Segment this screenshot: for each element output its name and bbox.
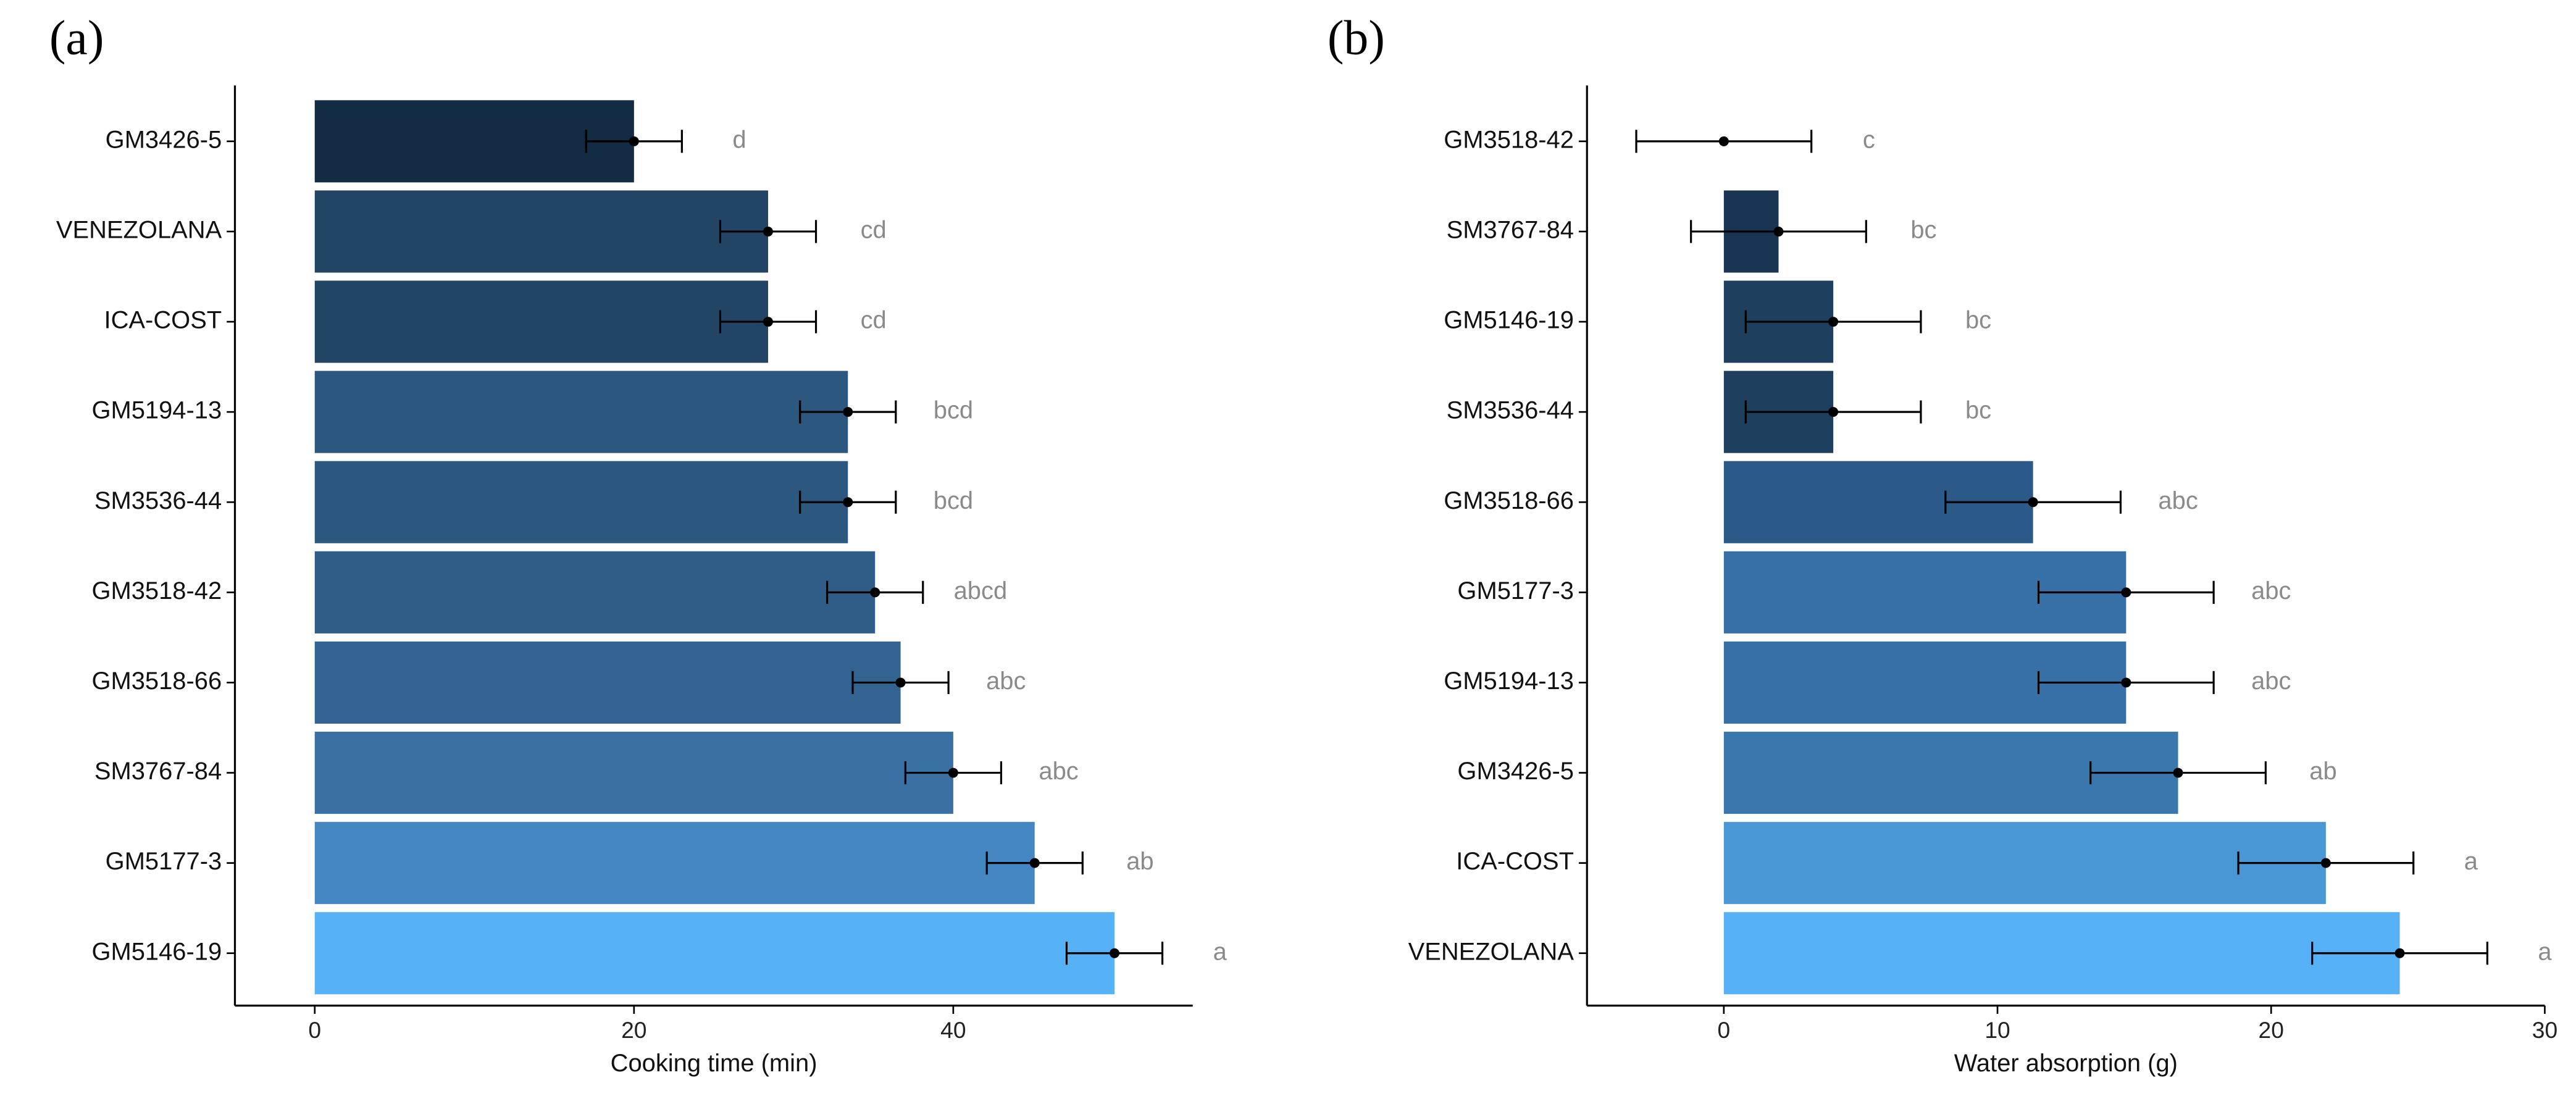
- bar: [1723, 822, 2326, 905]
- significance-letter: a: [2464, 848, 2478, 875]
- category-label: GM5177-3: [106, 848, 222, 875]
- x-tick-label: 0: [308, 1017, 321, 1043]
- significance-letter: c: [1863, 126, 1875, 153]
- mean-point: [843, 407, 853, 417]
- mean-point: [763, 226, 773, 236]
- mean-point: [763, 317, 773, 327]
- mean-point: [629, 136, 639, 146]
- category-label: GM3518-66: [1444, 487, 1574, 514]
- bar: [314, 732, 953, 814]
- x-axis-title: Water absorption (g): [1954, 1050, 2178, 1077]
- category-label: ICA-COST: [1456, 848, 1574, 875]
- mean-point: [895, 677, 906, 688]
- panel-label: (b): [1328, 10, 1385, 65]
- significance-letter: bc: [1965, 397, 1991, 424]
- category-label: VENEZOLANA: [56, 217, 222, 244]
- bar: [314, 551, 876, 634]
- category-label: GM3518-42: [91, 577, 222, 604]
- bar: [314, 100, 634, 183]
- mean-point: [1828, 317, 1839, 327]
- bar: [314, 641, 901, 724]
- category-label: SM3536-44: [94, 487, 222, 514]
- x-tick-label: 40: [940, 1017, 966, 1043]
- bar: [314, 822, 1035, 905]
- category-label: GM5194-13: [91, 397, 222, 424]
- mean-point: [2121, 677, 2131, 688]
- category-label: GM5146-19: [1444, 307, 1574, 334]
- bar: [314, 190, 768, 273]
- x-tick-label: 0: [1717, 1017, 1730, 1043]
- bar: [314, 370, 848, 453]
- category-label: SM3536-44: [1447, 397, 1574, 424]
- category-label: GM3518-66: [91, 667, 222, 695]
- mean-point: [2121, 587, 2131, 598]
- significance-letter: bc: [1910, 217, 1936, 244]
- significance-letter: abcd: [954, 577, 1008, 604]
- mean-point: [2173, 768, 2183, 778]
- category-label: SM3767-84: [1447, 217, 1574, 244]
- significance-letter: abc: [986, 667, 1026, 695]
- bar: [1723, 912, 2400, 995]
- mean-point: [1773, 226, 1784, 236]
- significance-letter: ab: [1126, 848, 1153, 875]
- x-tick-label: 20: [621, 1017, 646, 1043]
- x-tick-label: 30: [2532, 1017, 2557, 1043]
- significance-letter: bcd: [934, 397, 973, 424]
- bar: [314, 280, 768, 363]
- category-label: ICA-COST: [104, 307, 222, 334]
- mean-point: [2320, 858, 2331, 868]
- mean-point: [2394, 948, 2405, 958]
- mean-point: [870, 587, 880, 598]
- significance-letter: bc: [1965, 307, 1991, 334]
- x-axis-title: Cooking time (min): [611, 1050, 818, 1077]
- significance-letter: abc: [2251, 577, 2291, 604]
- significance-letter: ab: [2309, 758, 2336, 785]
- mean-point: [2028, 497, 2038, 508]
- significance-letter: abc: [2158, 487, 2198, 514]
- significance-letter: a: [2538, 938, 2552, 965]
- category-label: GM5177-3: [1457, 577, 1574, 604]
- category-label: GM3426-5: [1457, 758, 1574, 785]
- significance-letter: abc: [2251, 667, 2291, 695]
- category-label: GM5146-19: [91, 938, 222, 965]
- significance-letter: d: [732, 126, 746, 153]
- mean-point: [1110, 948, 1119, 958]
- x-tick-label: 10: [1984, 1017, 2010, 1043]
- category-label: GM3518-42: [1444, 126, 1574, 153]
- mean-point: [843, 497, 853, 508]
- category-label: VENEZOLANA: [1408, 938, 1574, 965]
- mean-point: [1828, 407, 1839, 417]
- category-label: SM3767-84: [94, 758, 222, 785]
- significance-letter: a: [1213, 938, 1227, 965]
- significance-letter: abc: [1039, 758, 1078, 785]
- panel-label: (a): [49, 10, 104, 65]
- category-label: GM5194-13: [1444, 667, 1574, 695]
- significance-letter: cd: [861, 217, 887, 244]
- significance-letter: bcd: [934, 487, 973, 514]
- mean-point: [948, 768, 958, 778]
- significance-letter: cd: [861, 307, 887, 334]
- mean-point: [1718, 136, 1729, 146]
- x-tick-label: 20: [2259, 1017, 2284, 1043]
- category-label: GM3426-5: [106, 126, 222, 153]
- mean-point: [1029, 858, 1040, 868]
- bar: [314, 461, 848, 543]
- bar: [314, 912, 1114, 995]
